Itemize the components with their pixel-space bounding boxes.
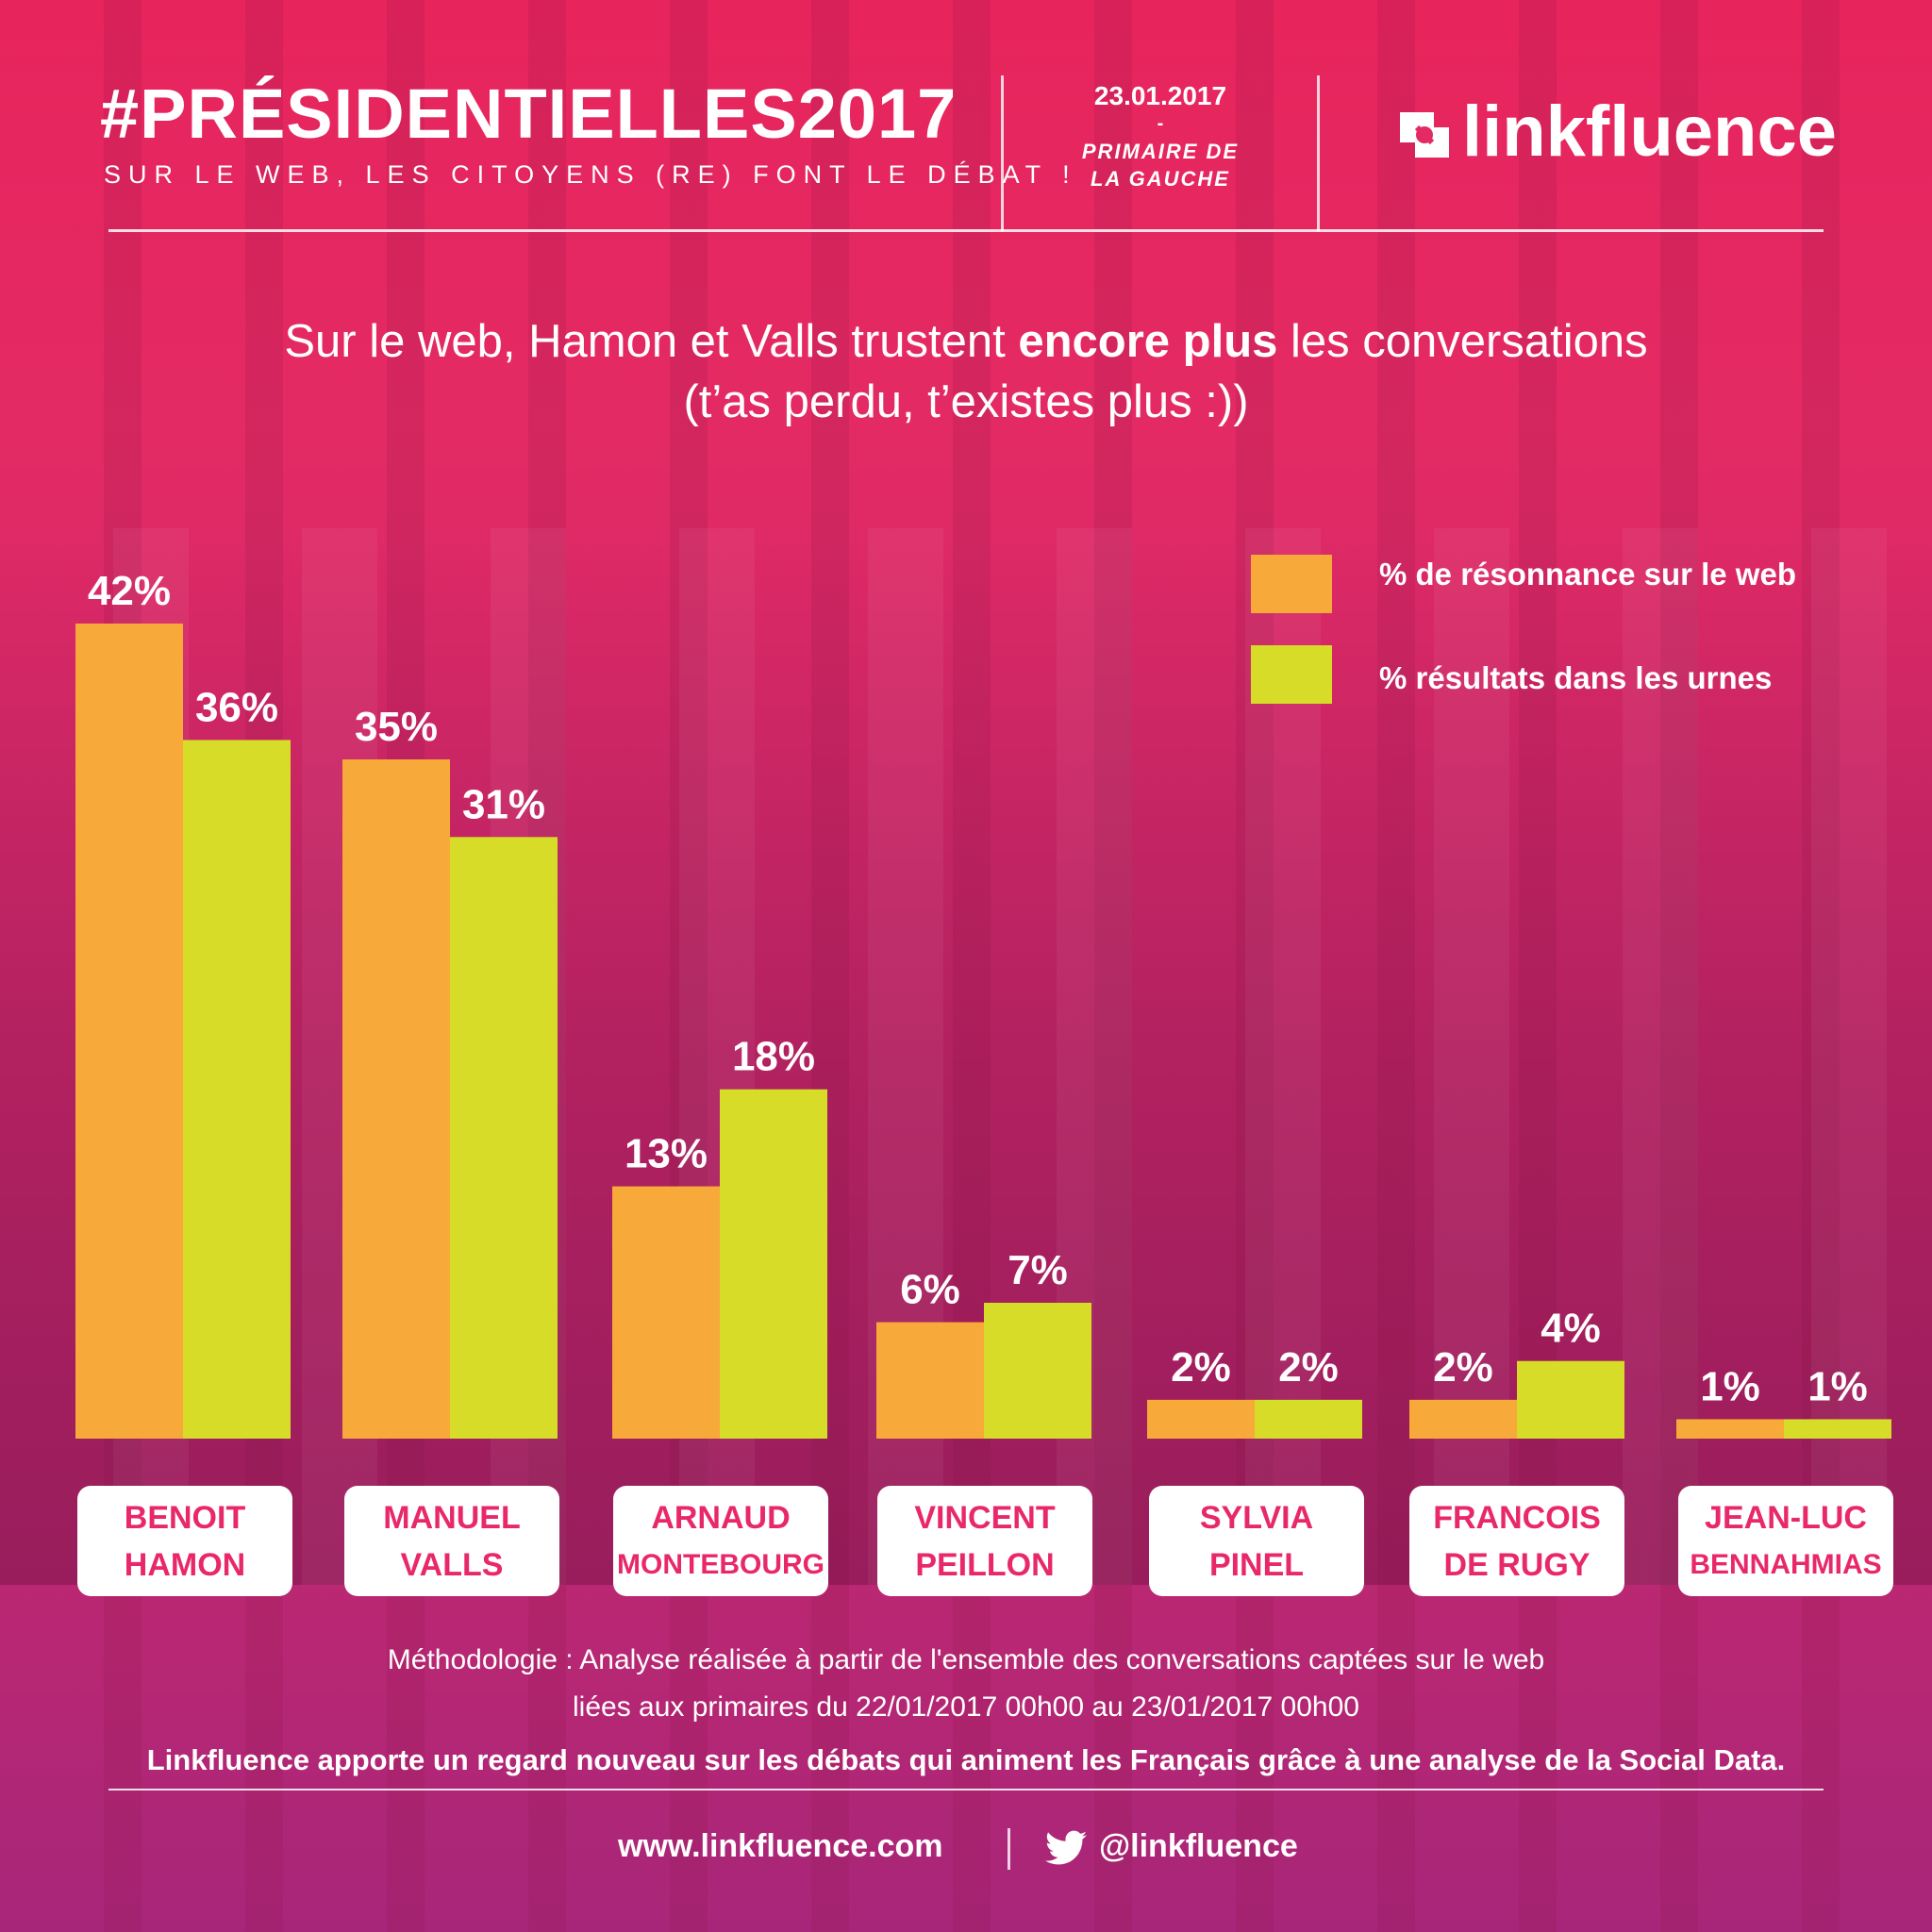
legend-swatch-web — [1251, 555, 1332, 613]
bar-web-1 — [342, 759, 450, 1439]
header-event-line2: LA GAUCHE — [1091, 167, 1230, 191]
candidate-first-name: BENOIT — [124, 1499, 246, 1536]
data-label-web-3: 6% — [900, 1267, 960, 1313]
data-label-web-4: 2% — [1171, 1344, 1231, 1391]
linkfluence-logo-icon — [1400, 112, 1449, 158]
headline-part1: Sur le web, Hamon et Valls trustent — [284, 316, 1019, 367]
methodology-line2: liées aux primaires du 22/01/2017 00h00 … — [573, 1691, 1359, 1723]
candidate-first-name: SYLVIA — [1199, 1499, 1314, 1536]
candidate-label-6: JEAN-LUC BENNAHMIAS — [1678, 1486, 1893, 1596]
candidate-last-name: PINEL — [1208, 1546, 1305, 1583]
header-rule — [108, 229, 1824, 232]
data-label-urnes-2: 18% — [732, 1034, 815, 1080]
candidate-first-name: MANUEL — [383, 1499, 521, 1536]
data-label-web-5: 2% — [1433, 1344, 1493, 1391]
bar-urnes-6 — [1784, 1419, 1891, 1439]
website-link[interactable]: www.linkfluence.com — [618, 1828, 943, 1864]
candidate-last-name: MONTEBOURG — [617, 1548, 824, 1580]
candidate-label-2: ARNAUD MONTEBOURG — [613, 1486, 828, 1596]
header-event-line1: PRIMAIRE DE — [1081, 140, 1240, 163]
brand-logo-text: linkfluence — [1462, 92, 1837, 172]
page-title: #PRÉSIDENTIELLES2017 — [100, 75, 958, 153]
header-date-dash: - — [1157, 113, 1164, 134]
candidate-label-1: MANUEL VALLS — [344, 1486, 559, 1596]
data-label-web-1: 35% — [355, 704, 438, 750]
data-label-urnes-5: 4% — [1541, 1306, 1601, 1352]
twitter-handle[interactable]: @linkfluence — [1099, 1828, 1298, 1864]
bar-urnes-4 — [1255, 1399, 1362, 1439]
headline-bold: encore plus — [1018, 316, 1278, 367]
candidate-last-name: DE RUGY — [1443, 1546, 1591, 1583]
candidate-last-name: VALLS — [400, 1546, 504, 1583]
bar-urnes-2 — [720, 1089, 827, 1439]
footer-rule — [108, 1789, 1824, 1790]
candidate-first-name: FRANCOIS — [1433, 1499, 1601, 1536]
legend-label-web: % de résonnance sur le web — [1379, 557, 1796, 591]
bar-web-6 — [1676, 1419, 1784, 1439]
header-event: PRIMAIRE DE LA GAUCHE — [1028, 138, 1292, 192]
twitter-bird-icon — [1045, 1830, 1087, 1865]
bar-web-5 — [1409, 1399, 1517, 1439]
bar-web-2 — [612, 1186, 720, 1439]
page-subtitle: SUR LE WEB, LES CITOYENS (RE) FONT LE DÉ… — [104, 160, 1077, 189]
methodology-note: Méthodologie : Analyse réalisée à partir… — [94, 1637, 1838, 1731]
bar-web-3 — [876, 1322, 984, 1439]
header-date: 23.01.2017 — [1093, 81, 1227, 110]
candidate-first-name: ARNAUD — [651, 1499, 791, 1536]
data-label-urnes-4: 2% — [1278, 1344, 1339, 1391]
methodology-line1: Méthodologie : Analyse réalisée à partir… — [387, 1644, 1545, 1675]
bar-urnes-1 — [450, 837, 558, 1439]
bar-web-4 — [1147, 1399, 1255, 1439]
header-divider — [1001, 75, 1004, 231]
legend-swatch-urnes — [1251, 645, 1332, 704]
data-label-web-2: 13% — [625, 1131, 708, 1177]
headline-line2: (t’as perdu, t’existes plus :)) — [683, 376, 1249, 427]
header-divider — [1317, 75, 1320, 231]
candidate-first-name: VINCENT — [914, 1499, 1056, 1536]
data-label-urnes-1: 31% — [462, 781, 545, 827]
data-label-urnes-0: 36% — [195, 684, 278, 730]
headline-part2: les conversations — [1277, 316, 1648, 367]
candidate-first-name: JEAN-LUC — [1705, 1499, 1867, 1536]
candidate-label-0: BENOIT HAMON — [77, 1486, 292, 1596]
chart-headline: Sur le web, Hamon et Valls trustent enco… — [94, 311, 1838, 432]
candidate-last-name: BENNAHMIAS — [1690, 1548, 1882, 1580]
candidate-last-name: HAMON — [124, 1546, 246, 1583]
legend-label-urnes: % résultats dans les urnes — [1379, 660, 1773, 695]
bar-urnes-3 — [984, 1303, 1091, 1439]
data-label-web-0: 42% — [88, 568, 171, 614]
bar-urnes-5 — [1517, 1360, 1624, 1439]
tagline: Linkfluence apporte un regard nouveau su… — [146, 1743, 1786, 1776]
candidate-last-name: PEILLON — [915, 1546, 1055, 1583]
footer-divider — [1008, 1828, 1010, 1870]
candidate-label-4: SYLVIA PINEL — [1149, 1486, 1364, 1596]
candidate-label-5: FRANCOIS DE RUGY — [1409, 1486, 1624, 1596]
candidate-label-3: VINCENT PEILLON — [877, 1486, 1092, 1596]
data-label-web-6: 1% — [1700, 1363, 1760, 1409]
data-label-urnes-3: 7% — [1008, 1247, 1068, 1293]
bar-urnes-0 — [183, 740, 291, 1439]
bar-web-0 — [75, 624, 183, 1439]
data-label-urnes-6: 1% — [1807, 1363, 1868, 1409]
